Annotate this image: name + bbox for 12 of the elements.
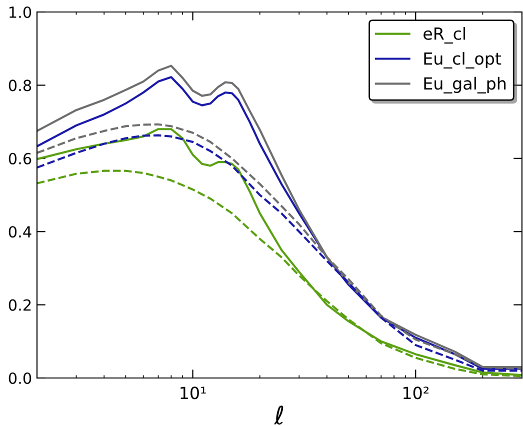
y-tick-label: 0.4: [8, 226, 32, 238]
y-tick-label: 0.6: [8, 152, 32, 164]
x-tick-label: 10²: [404, 386, 429, 400]
legend-label: Eu_cl_opt: [424, 52, 502, 69]
y-tick-label: 0.2: [8, 299, 31, 311]
x-axis-title: ℓ: [274, 406, 284, 425]
legend-label: Eu_gal_ph: [424, 76, 506, 94]
x-tick-label: 10¹: [180, 386, 206, 400]
y-tick-label: 0.0: [8, 372, 32, 384]
legend-label: eR_cl: [424, 27, 466, 44]
y-tick-label: 0.8: [8, 80, 32, 92]
y-tick-label: 1.0: [10, 6, 32, 18]
